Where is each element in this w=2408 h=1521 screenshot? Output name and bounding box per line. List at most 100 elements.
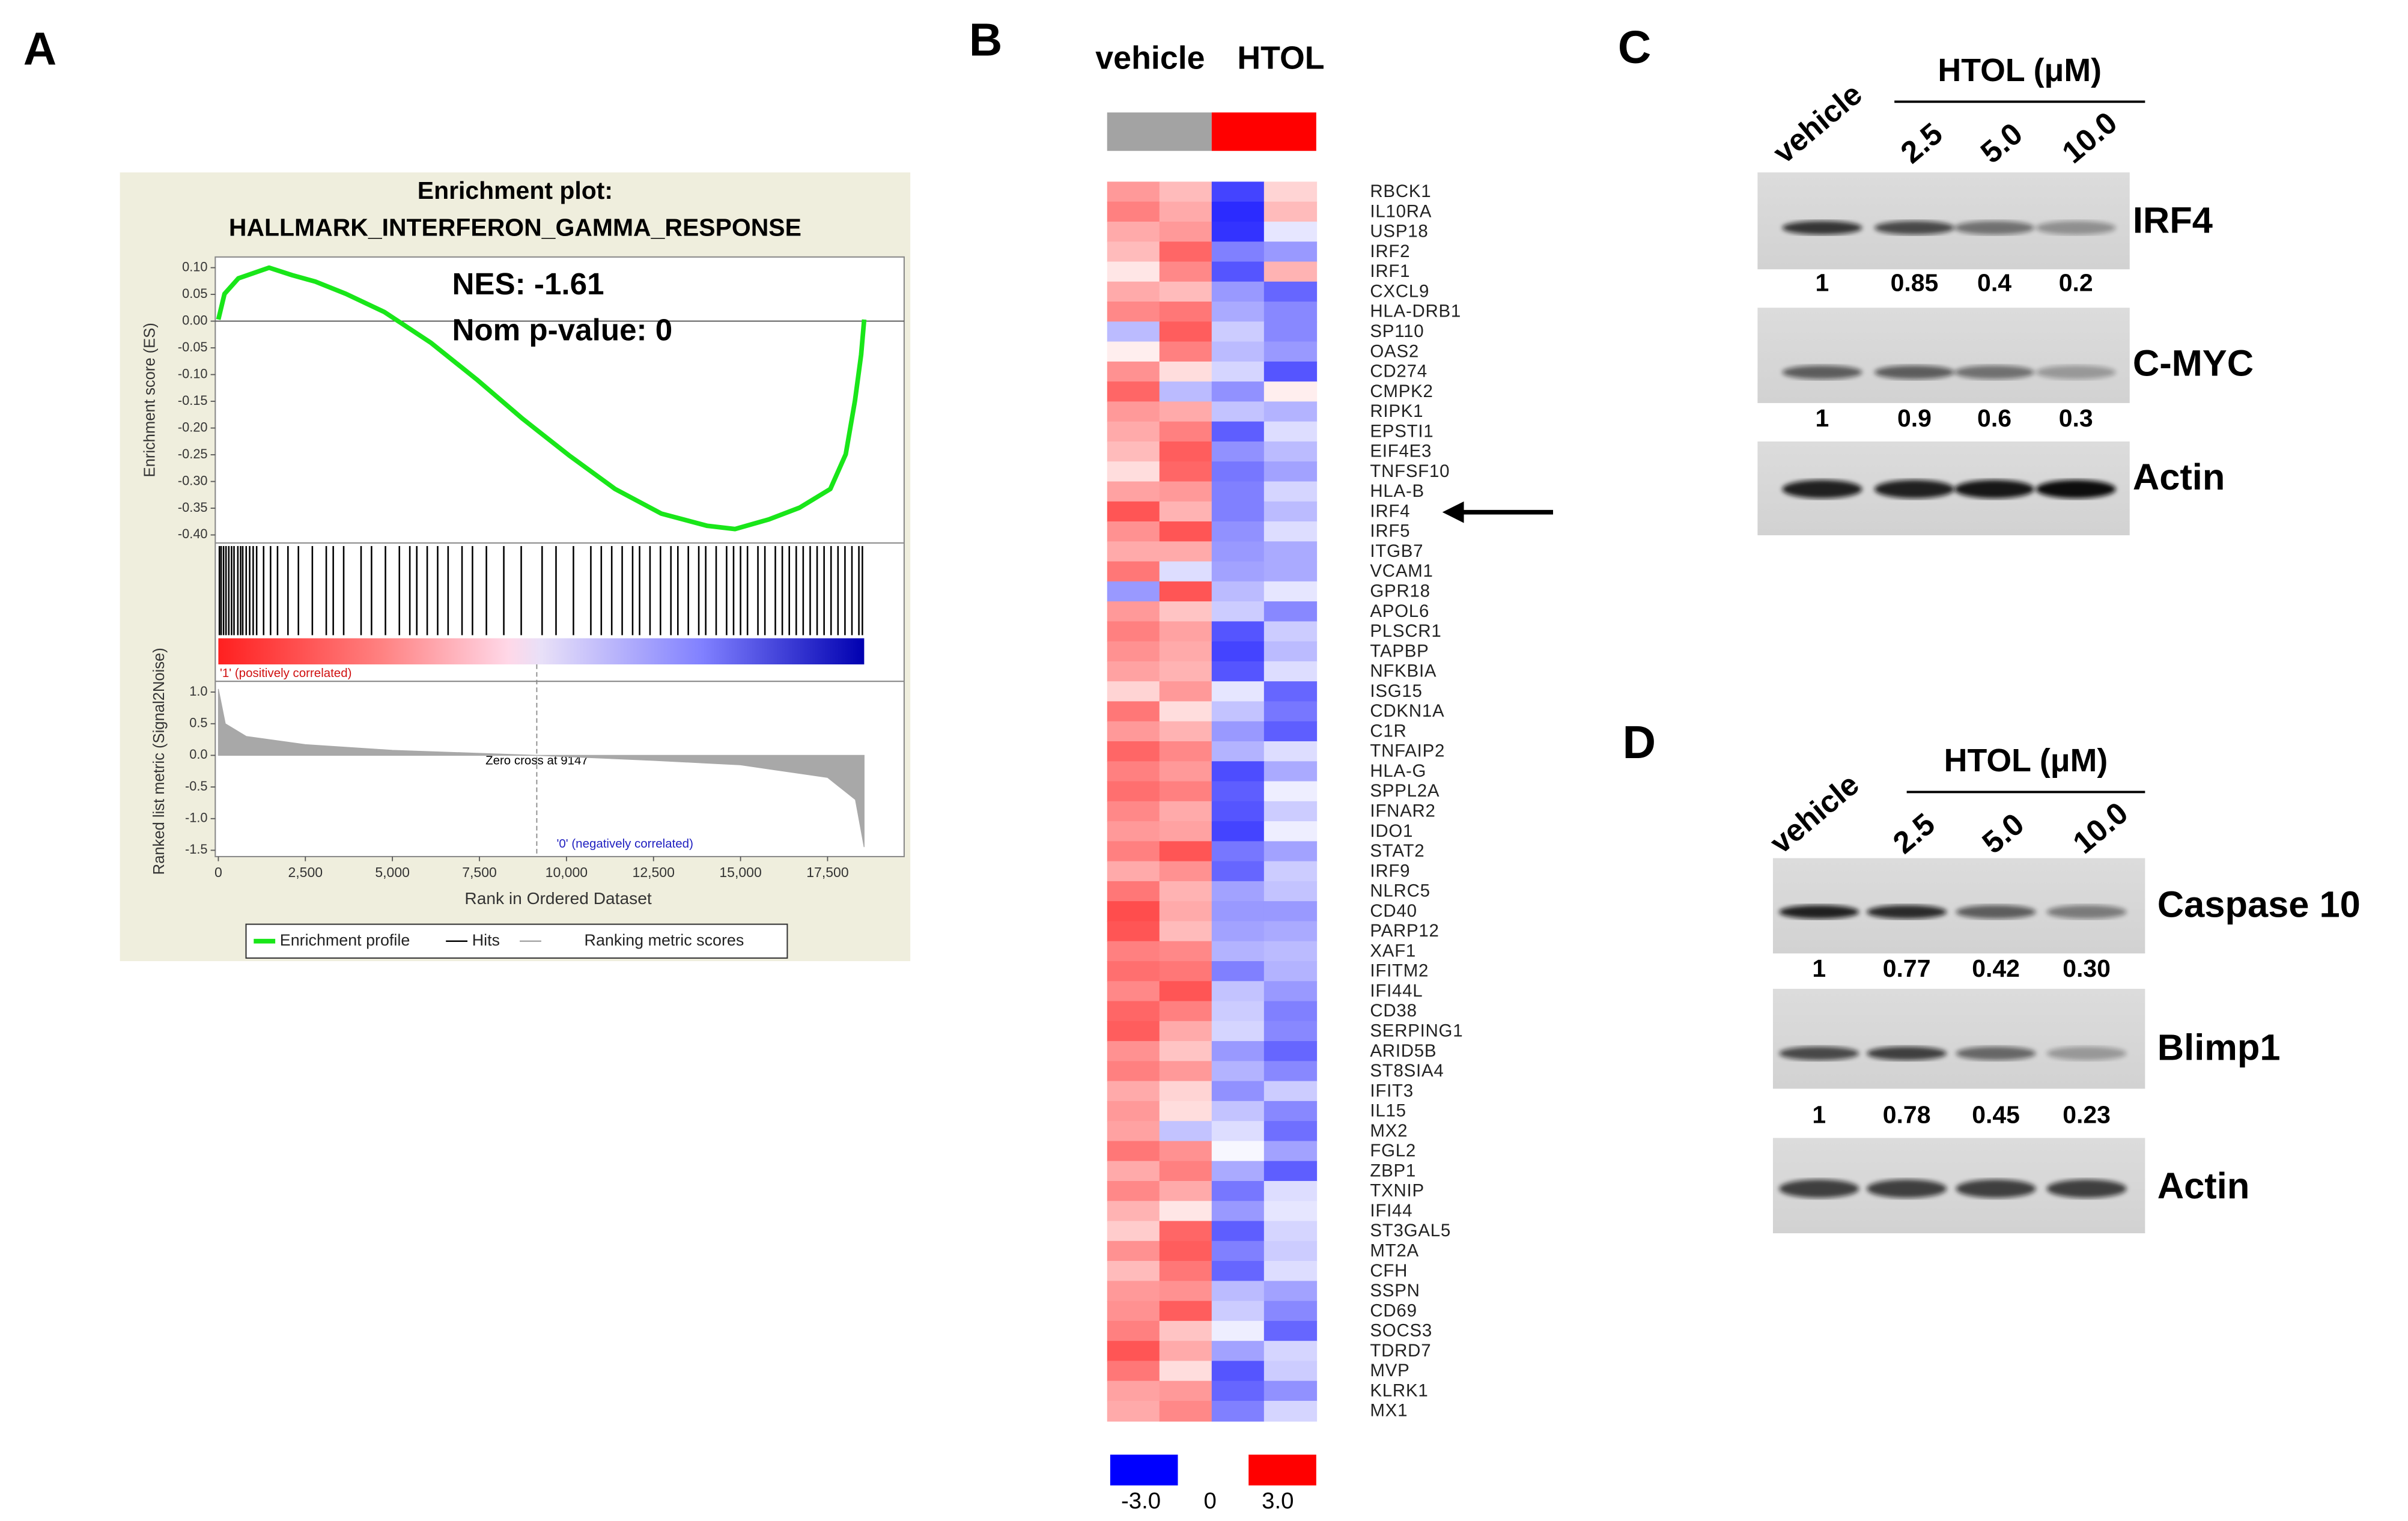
heatmap-cell (1263, 541, 1318, 562)
y-tick-label: 0.00 (182, 312, 207, 327)
blot-band (1956, 1179, 2036, 1198)
heatmap-cell (1107, 1141, 1161, 1162)
blot-membrane (1757, 172, 2130, 270)
heatmap-cell (1107, 881, 1161, 902)
heatmap-cell (1263, 1361, 1318, 1382)
quantification: 0.23 (2063, 1101, 2111, 1128)
heatmap-cell (1211, 981, 1265, 1002)
quantification: 0.9 (1897, 404, 1932, 432)
x-tick-label: 7,500 (462, 864, 497, 880)
heatmap-cell (1263, 201, 1318, 223)
heatmap-cell (1107, 302, 1161, 323)
ranking-metric-area (217, 688, 865, 848)
heatmap-cell (1211, 801, 1265, 822)
heatmap-cell (1107, 721, 1161, 742)
heatmap-cell (1159, 501, 1213, 523)
heatmap-cell (1159, 1101, 1213, 1122)
heatmap-cell (1159, 1301, 1213, 1322)
heatmap-cell (1159, 1180, 1213, 1202)
y2-tick-label: -0.5 (185, 779, 207, 794)
heatmap-cell (1107, 941, 1161, 962)
heatmap-cell (1159, 221, 1213, 243)
zero-cross-label: Zero cross at 9147 (485, 754, 588, 768)
heatmap-cell (1107, 361, 1161, 383)
heatmap-cell (1159, 401, 1213, 422)
blot-membrane (1757, 308, 2130, 403)
heatmap-cell (1107, 981, 1161, 1002)
gene-label: IFI44L (1370, 981, 1423, 1001)
heatmap-cell (1107, 701, 1161, 723)
gene-label: IDO1 (1370, 821, 1413, 841)
heatmap-cell (1159, 921, 1213, 943)
y-tick-label: -0.25 (178, 446, 208, 461)
blot-band (1779, 1046, 1859, 1061)
blot-band (1956, 905, 2036, 919)
blot-band (1782, 365, 1862, 380)
heatmap-cell (1107, 241, 1161, 263)
heatmap-cell (1159, 1041, 1213, 1062)
heatmap-cell (1211, 1281, 1265, 1302)
heatmap-cell (1107, 441, 1161, 463)
gene-label: CD69 (1370, 1301, 1417, 1320)
heatmap-cell (1107, 1341, 1161, 1362)
gene-label: HLA-G (1370, 761, 1426, 781)
heatmap-cell (1263, 481, 1318, 503)
heatmap-cell (1263, 801, 1318, 822)
heatmap-cell (1211, 1161, 1265, 1182)
y-tick-label: -0.35 (178, 500, 208, 515)
heatmap-cell (1263, 401, 1318, 422)
y2-tick-label: -1.5 (185, 842, 207, 857)
heatmap-cell (1107, 801, 1161, 822)
heatmap-cell (1159, 1061, 1213, 1082)
heatmap-cell (1263, 641, 1318, 663)
quantification: 0.3 (2059, 404, 2093, 432)
gene-label: FGL2 (1370, 1141, 1416, 1161)
gene-label: CD274 (1370, 362, 1427, 381)
quantification: 0.42 (1972, 955, 2020, 982)
heatmap-cell (1211, 1320, 1265, 1342)
heatmap-cell (1211, 961, 1265, 982)
heatmap-cell (1159, 681, 1213, 702)
heatmap-cell (1159, 981, 1213, 1002)
heatmap-cell (1107, 961, 1161, 982)
blot-band (2036, 365, 2116, 380)
heatmap-cell (1159, 321, 1213, 342)
heatmap-cell (1263, 1180, 1318, 1202)
heatmap-cell (1211, 581, 1265, 603)
heatmap-cell (1159, 801, 1213, 822)
heatmap-cell (1263, 981, 1318, 1002)
gene-label: SSPN (1370, 1281, 1420, 1301)
y2-tick-label: 0.0 (189, 747, 207, 762)
heatmap-cell (1211, 601, 1265, 622)
blot-band (1867, 905, 1947, 919)
heatmap-cell (1159, 721, 1213, 742)
heatmap-cell (1211, 1301, 1265, 1322)
band-label: Blimp1 (2157, 1027, 2281, 1069)
heatmap-cell (1159, 481, 1213, 503)
gene-label: SOCS3 (1370, 1321, 1432, 1341)
blot-band (1956, 1046, 2036, 1061)
heatmap-cell (1211, 302, 1265, 323)
heatmap-cell (1263, 1101, 1318, 1122)
gene-label: CD40 (1370, 901, 1417, 921)
heatmap-cell (1107, 681, 1161, 702)
heatmap-cell (1159, 601, 1213, 622)
gene-label: ST8SIA4 (1370, 1061, 1444, 1081)
gene-label: IRF9 (1370, 861, 1410, 881)
gene-label: IFNAR2 (1370, 801, 1435, 821)
heatmap-cell (1107, 661, 1161, 682)
heatmap-cell (1107, 201, 1161, 223)
heatmap-cell (1211, 861, 1265, 882)
gene-label: RIPK1 (1370, 401, 1423, 421)
heatmap-cell (1211, 261, 1265, 283)
gene-label: CFH (1370, 1261, 1408, 1281)
heatmap-cell (1159, 641, 1213, 663)
heatmap-cell (1263, 581, 1318, 603)
gene-label: GPR18 (1370, 581, 1430, 601)
heatmap-cell (1107, 1001, 1161, 1022)
quantification: 0.30 (2063, 955, 2111, 982)
blot-band (2036, 220, 2116, 235)
quantification: 0.45 (1972, 1101, 2020, 1128)
heatmap-cell (1107, 481, 1161, 503)
column-label: vehicle (1095, 40, 1205, 76)
